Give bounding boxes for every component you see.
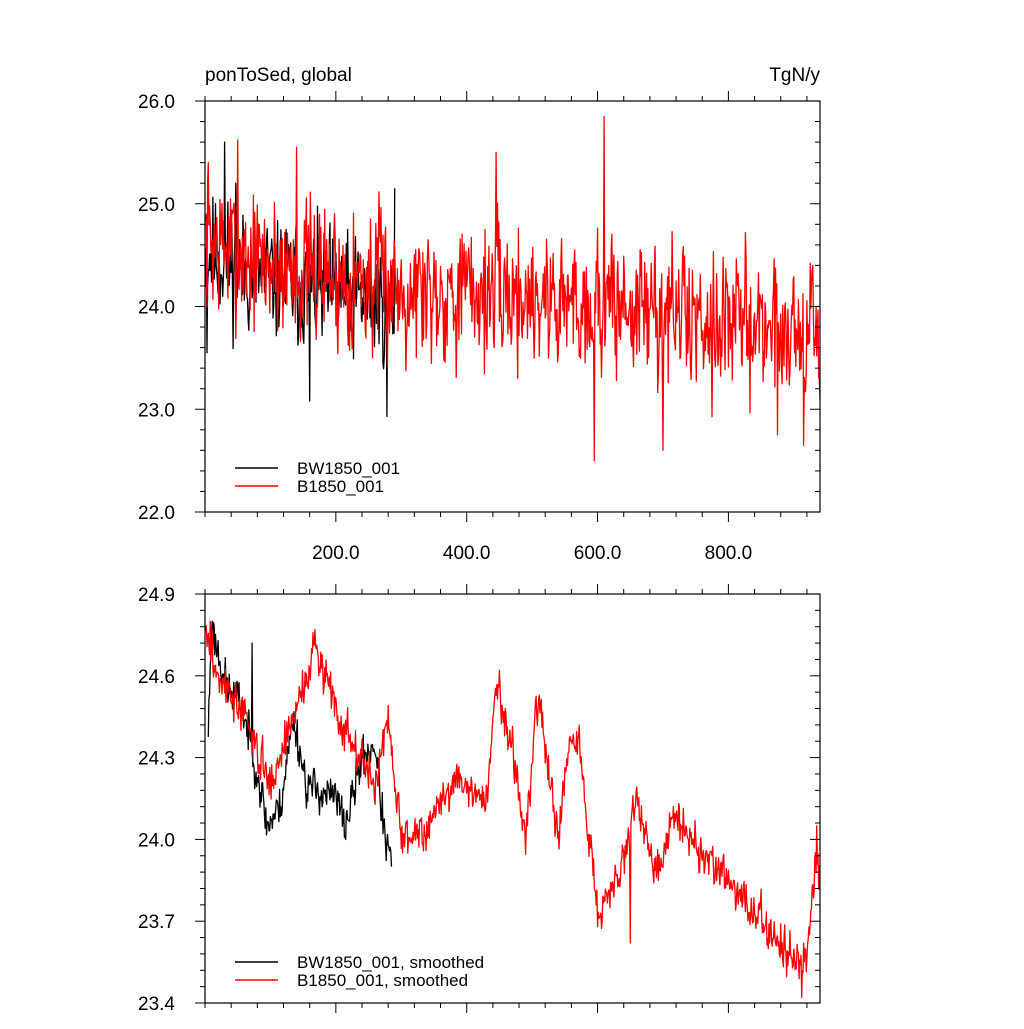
x-tick-label: 600.0 (574, 543, 622, 564)
chart-panel-2: 23.4 23.7 24.0 24.3 24.6 24.9 BW1850_001, smoo… (138, 584, 821, 1015)
y-tick-label: 23.0 (138, 400, 175, 421)
series-line-red-1 (205, 115, 820, 462)
y-tick-label: 24.6 (138, 667, 175, 688)
x-tick-label: 400.0 (443, 543, 491, 564)
y-tick-label: 24.9 (138, 585, 175, 606)
series-line-red-2 (205, 620, 820, 999)
y-tick-label: 23.4 (138, 994, 175, 1015)
y-tick-label: 24.3 (138, 749, 175, 770)
legend-label: B1850_001 (297, 477, 384, 496)
units-label: TgN/y (769, 65, 820, 86)
legend-label: B1850_001, smoothed (297, 971, 468, 990)
chart-title: ponToSed, global (205, 65, 352, 86)
y-tick-label: 26.0 (138, 92, 175, 113)
legend-label: BW1850_001 (297, 459, 400, 478)
plot-frame (204, 593, 821, 1004)
y-tick-label: 25.0 (138, 195, 175, 216)
y-tick-label: 24.0 (138, 830, 175, 851)
legend-label: BW1850_001, smoothed (297, 953, 484, 972)
x-tick-label: 200.0 (312, 543, 360, 564)
y-tick-label: 24.0 (138, 298, 175, 319)
series-line-black-2 (207, 620, 393, 867)
chart-panel-1: 22.0 23.0 24.0 25.0 26.0 200.0 400.0 600.0 800.0… (138, 65, 821, 564)
x-tick-label: 800.0 (705, 543, 753, 564)
y-tick-label: 22.0 (138, 503, 175, 524)
y-tick-label: 23.7 (138, 912, 175, 933)
